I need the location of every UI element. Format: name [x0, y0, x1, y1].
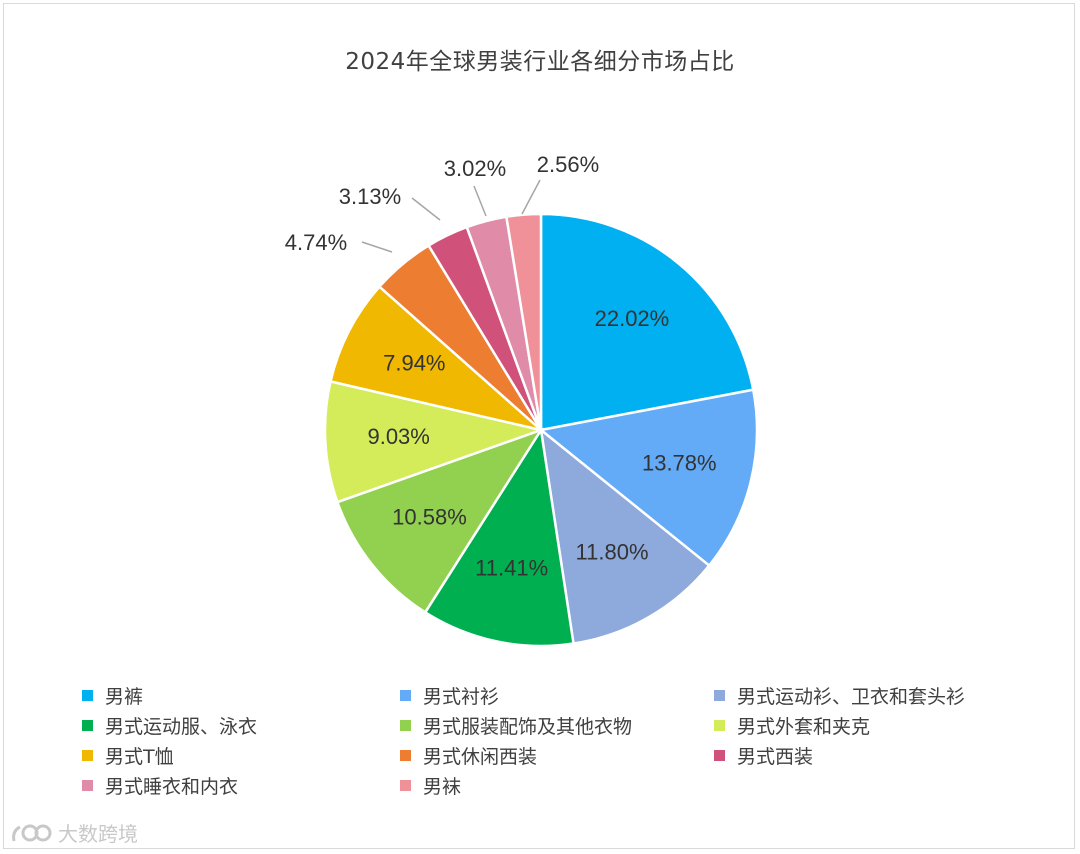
legend-label: 男式睡衣和内衣 [105, 775, 239, 798]
legend-item-8: 男式休闲西装 [400, 740, 537, 770]
legend-swatch [400, 749, 411, 761]
legend-label: 男裤 [105, 685, 144, 708]
legend-item-1: 男裤 [82, 680, 143, 710]
legend-label: 男式运动服、泳衣 [105, 715, 258, 738]
pie-slice-7 [329, 284, 542, 432]
legend-item-5: 男式服装配饰及其他衣物 [400, 710, 632, 740]
legend-item-2: 男式衬衫 [400, 680, 499, 710]
legend-item-11: 男袜 [400, 770, 461, 800]
slice-label-4: 11.41% [475, 555, 548, 580]
legend-label: 男式服装配饰及其他衣物 [423, 715, 633, 738]
slice-label-9: 3.13% [339, 184, 401, 209]
leader-line-11 [521, 179, 541, 215]
pie-slice-6 [323, 379, 546, 504]
legend-label: 男式T恤 [105, 745, 174, 768]
legend-item-10: 男式睡衣和内衣 [82, 770, 238, 800]
leader-line-9 [411, 197, 441, 221]
slice-label-11: 2.56% [537, 152, 599, 177]
watermark-logo-icon [12, 824, 52, 841]
pie-slice-11 [504, 212, 543, 431]
slice-label-1: 22.02% [595, 306, 670, 331]
slice-label-8: 4.74% [285, 230, 347, 255]
slice-label-3: 11.80% [576, 539, 649, 564]
legend-label: 男式衬衫 [423, 685, 500, 708]
pie-slice-1 [539, 212, 755, 432]
watermark-text: 大数跨境 [58, 822, 138, 846]
legend-label: 男式休闲西装 [423, 745, 538, 768]
legend-label: 男式西装 [737, 745, 814, 768]
legend-label: 男式外套和夹克 [737, 715, 871, 738]
legend-swatch [82, 749, 93, 761]
legend-swatch [82, 689, 93, 701]
legend-swatch [400, 719, 411, 731]
leader-line-10 [473, 185, 487, 217]
legend-swatch [400, 689, 411, 701]
pie-slice-4 [423, 426, 575, 648]
legend-item-7: 男式T恤 [82, 740, 174, 770]
legend-swatch [400, 779, 411, 791]
slice-label-2: 13.78% [642, 450, 717, 475]
legend-swatch [714, 689, 725, 701]
leader-line-8 [361, 241, 393, 253]
pie-slice-2 [538, 388, 759, 568]
slice-label-10: 3.02% [444, 156, 506, 181]
chart-title: 2024年全球男装行业各细分市场占比 [345, 49, 735, 75]
watermark: 大数跨境 [10, 818, 138, 847]
legend-swatch [714, 749, 725, 761]
legend-item-9: 男式西装 [714, 740, 813, 770]
pie-slice-3 [539, 427, 711, 645]
legend-swatch [82, 779, 93, 791]
legend-item-4: 男式运动服、泳衣 [82, 710, 257, 740]
pie-slice-5 [335, 427, 544, 615]
slice-label-7: 7.94% [383, 350, 445, 375]
legend-label: 男袜 [423, 775, 462, 798]
legend-label: 男式运动衫、卫衣和套头衫 [737, 685, 966, 708]
legend-item-3: 男式运动衫、卫衣和套头衫 [714, 680, 965, 710]
legend-swatch [82, 719, 93, 731]
legend-item-6: 男式外套和夹克 [714, 710, 870, 740]
legend-swatch [714, 719, 725, 731]
slice-label-5: 10.58% [392, 505, 467, 530]
slice-label-6: 9.03% [367, 424, 429, 449]
